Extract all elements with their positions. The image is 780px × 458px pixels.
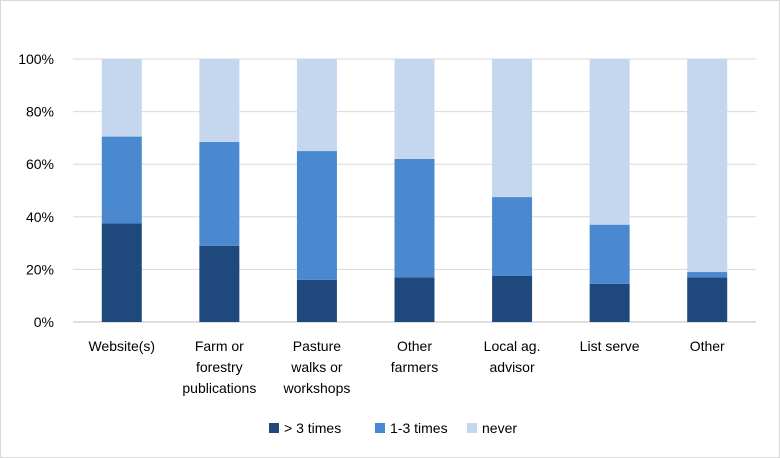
legend-swatch [467, 423, 477, 433]
bar-segment [589, 59, 630, 225]
x-tick-label: Pasture walks or workshops [282, 338, 350, 396]
y-tick-label: 0% [34, 314, 54, 330]
bar-segment [394, 277, 435, 322]
bar-segment [589, 283, 630, 322]
bar-segment [492, 275, 533, 322]
bar-segment [199, 245, 240, 322]
bar-segment [687, 272, 728, 278]
x-tick-label-line: Farm or [195, 338, 244, 354]
bar-segment [687, 277, 728, 322]
x-tick-label: Website(s) [88, 338, 155, 354]
x-tick-label-line: Pasture [293, 338, 341, 354]
y-tick-label: 80% [26, 104, 54, 120]
bar-segment [492, 197, 533, 276]
bar-segment [394, 59, 435, 159]
bar-segment [199, 59, 240, 142]
y-tick-label: 20% [26, 261, 54, 277]
x-tick-label-line: Other [690, 338, 725, 354]
x-tick-label: Farm or forestry publications [182, 338, 256, 396]
x-tick-label-line: forestry [196, 359, 243, 375]
x-axis: Website(s) Farm or forestry publications Pas… [88, 338, 725, 396]
y-tick-label: 100% [18, 51, 54, 67]
bar-segment [101, 136, 142, 224]
x-tick-label-line: workshops [282, 380, 350, 396]
bar-segment [199, 141, 240, 246]
y-tick-label: 60% [26, 156, 54, 172]
bars [101, 59, 728, 322]
x-tick-label-line: farmers [391, 359, 438, 375]
x-tick-label-line: Other [397, 338, 432, 354]
y-tick-label: 40% [26, 209, 54, 225]
legend-label: 1-3 times [390, 420, 448, 436]
y-axis: 0% 20% 40% 60% 80% 100% [18, 51, 54, 330]
bar-segment [492, 59, 533, 198]
bar-segment [394, 158, 435, 278]
bar-segment [101, 59, 142, 137]
x-tick-label-line: List serve [580, 338, 640, 354]
legend-swatch [269, 423, 279, 433]
legend: > 3 times 1-3 times never [269, 420, 517, 436]
x-tick-label-line: Local ag. [484, 338, 541, 354]
x-tick-label-line: advisor [490, 359, 535, 375]
bar-segment [296, 279, 337, 322]
bar-segment [101, 223, 142, 322]
legend-swatch [375, 423, 385, 433]
bar-segment [687, 59, 728, 273]
x-tick-label: Local ag. advisor [484, 338, 541, 375]
legend-label: never [482, 420, 517, 436]
x-tick-label-line: publications [182, 380, 256, 396]
x-tick-label: List serve [580, 338, 640, 354]
x-tick-label-line: walks or [290, 359, 343, 375]
bar-segment [589, 224, 630, 284]
legend-label: > 3 times [284, 420, 341, 436]
x-tick-label-line: Website(s) [88, 338, 155, 354]
bar-segment [296, 59, 337, 152]
x-tick-label: Other farmers [391, 338, 438, 375]
x-tick-label: Other [690, 338, 725, 354]
bar-segment [296, 151, 337, 280]
